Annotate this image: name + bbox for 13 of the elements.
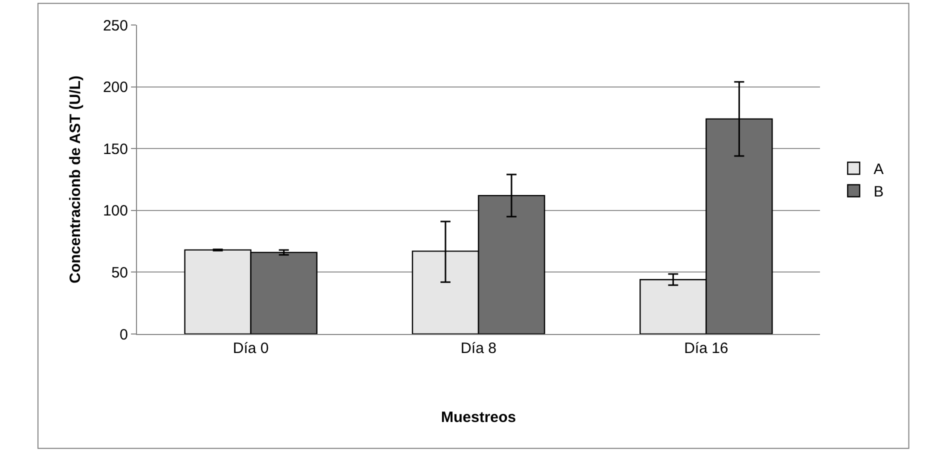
x-tick-label: Día 0: [232, 340, 269, 357]
y-tick-label: 0: [120, 326, 128, 344]
x-tick-label: Día 16: [684, 340, 728, 357]
legend-label: A: [874, 161, 884, 178]
y-tick-label: 50: [111, 264, 128, 282]
y-tick-label: 250: [102, 17, 128, 34]
x-axis-title: Muestreos: [440, 409, 516, 426]
y-axis-title: Concentracionb de AST (U/L): [67, 76, 84, 284]
x-tick-label: Día 8: [460, 340, 496, 357]
y-tick-label: 150: [102, 140, 128, 158]
y-tick-label: 200: [102, 79, 128, 96]
legend-label: B: [874, 184, 884, 201]
y-tick-label: 100: [102, 202, 128, 220]
